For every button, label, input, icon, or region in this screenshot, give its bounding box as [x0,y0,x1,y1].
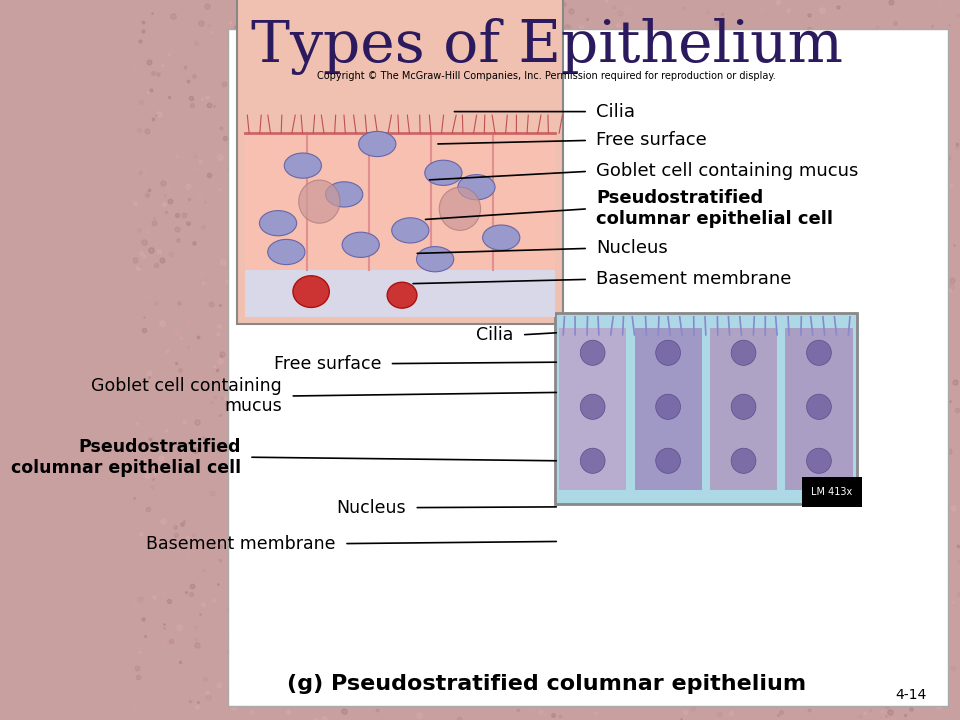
Ellipse shape [732,448,756,474]
Text: Pseudostratified
columnar epithelial cell: Pseudostratified columnar epithelial cel… [596,189,833,228]
FancyBboxPatch shape [785,328,852,490]
Text: Free surface: Free surface [274,355,381,373]
Ellipse shape [458,175,495,200]
Ellipse shape [284,153,322,179]
Ellipse shape [732,341,756,366]
Text: (g) Pseudostratified columnar epithelium: (g) Pseudostratified columnar epithelium [287,674,806,694]
Text: Nucleus: Nucleus [337,499,406,517]
Ellipse shape [656,341,681,366]
Ellipse shape [325,182,363,207]
Text: Pseudostratified
columnar epithelial cell: Pseudostratified columnar epithelial cel… [11,438,241,477]
Ellipse shape [268,239,305,265]
Ellipse shape [259,210,297,236]
Text: 4-14: 4-14 [896,688,927,702]
Ellipse shape [806,341,831,366]
Ellipse shape [656,395,681,420]
Circle shape [387,282,417,308]
FancyBboxPatch shape [710,328,777,490]
Text: LM 413x: LM 413x [811,487,852,497]
Ellipse shape [299,180,340,223]
Text: Basement membrane: Basement membrane [596,271,792,289]
FancyBboxPatch shape [245,270,555,317]
Text: Goblet cell containing
mucus: Goblet cell containing mucus [91,377,282,415]
FancyBboxPatch shape [237,0,564,324]
FancyBboxPatch shape [245,133,555,270]
Ellipse shape [580,395,605,420]
Ellipse shape [424,161,462,186]
Ellipse shape [806,448,831,474]
Ellipse shape [342,232,379,258]
Ellipse shape [359,132,396,157]
Ellipse shape [483,225,519,251]
Text: Copyright © The McGraw-Hill Companies, Inc. Permission required for reproduction: Copyright © The McGraw-Hill Companies, I… [318,71,776,81]
Ellipse shape [806,395,831,420]
FancyBboxPatch shape [555,313,856,504]
Ellipse shape [440,187,481,230]
Ellipse shape [656,448,681,474]
Text: Cilia: Cilia [596,103,636,121]
Text: Nucleus: Nucleus [596,239,668,258]
FancyBboxPatch shape [635,328,702,490]
FancyBboxPatch shape [228,29,948,706]
Ellipse shape [580,448,605,474]
Text: Cilia: Cilia [476,325,514,344]
Ellipse shape [417,246,454,272]
Text: Goblet cell containing mucus: Goblet cell containing mucus [596,163,858,181]
Ellipse shape [732,395,756,420]
Ellipse shape [392,217,429,243]
Circle shape [293,276,329,307]
FancyBboxPatch shape [559,328,626,490]
Text: Free surface: Free surface [596,132,708,150]
Ellipse shape [580,341,605,366]
Text: Types of Epithelium: Types of Epithelium [251,18,843,76]
Text: Basement membrane: Basement membrane [147,534,336,553]
